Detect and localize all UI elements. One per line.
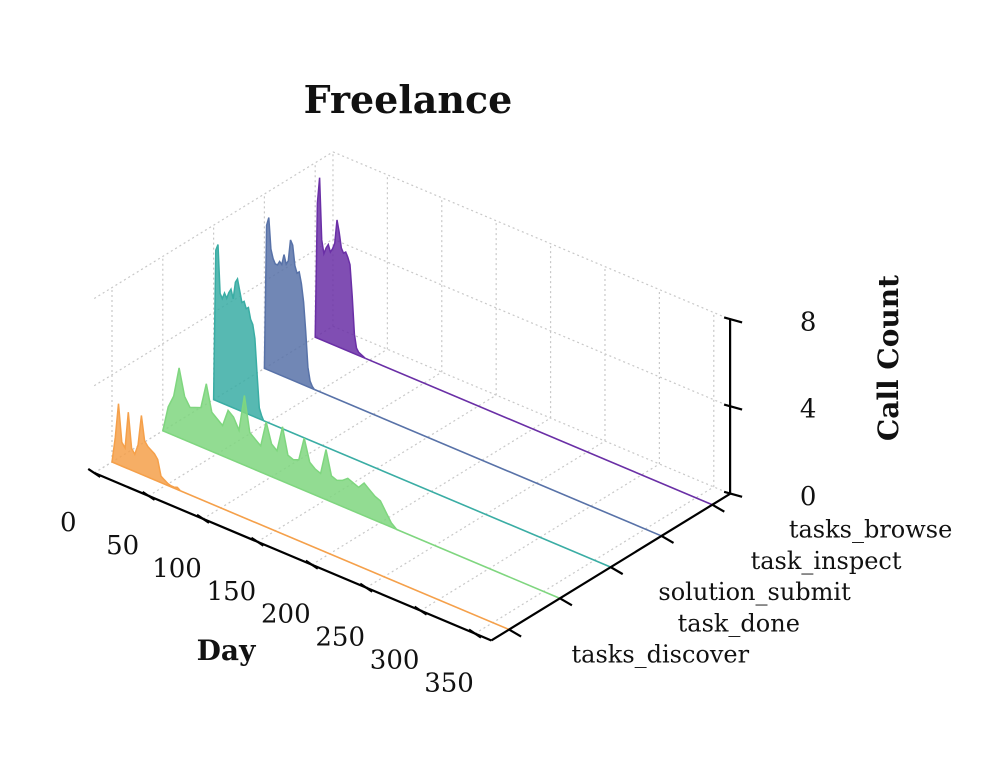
z-tick: [723, 403, 743, 411]
x-tick: [305, 559, 319, 570]
series-area-tasks_browse: [314, 177, 366, 360]
x-axis-label: Day: [197, 634, 256, 667]
x-tick-label: 250: [315, 623, 365, 653]
y-tick-label-tasks_discover: tasks_discover: [572, 641, 750, 669]
z-axis-label: Call Count: [872, 275, 905, 441]
series-baseline-tasks_discover: [180, 490, 510, 631]
grid-line-left-z: [93, 151, 334, 300]
y-tick-label-tasks_browse: tasks_browse: [789, 516, 952, 544]
series-baseline-solution_submit: [263, 419, 612, 568]
series-area-tasks_discover: [111, 403, 182, 492]
y-tick: [711, 503, 725, 513]
x-tick: [196, 513, 210, 524]
z-tick-label: 0: [800, 482, 817, 512]
x-tick-label: 50: [106, 531, 139, 561]
x-tick: [87, 468, 101, 478]
y-tick-label-solution_submit: solution_submit: [658, 578, 851, 606]
z-tick: [723, 316, 743, 324]
x-tick-label: 150: [207, 577, 257, 607]
x-tick: [359, 582, 373, 593]
x-tick-label: 350: [424, 669, 474, 699]
x-tick: [250, 536, 265, 547]
series-area-task_inspect: [263, 217, 316, 391]
x-tick-label: 0: [60, 508, 77, 538]
chart-title: Freelance: [304, 77, 513, 122]
series-area-solution_submit: [212, 244, 265, 422]
x-tick: [414, 605, 428, 616]
grid-line-left-z: [93, 238, 334, 387]
z-tick-label: 8: [800, 307, 817, 337]
y-tick: [559, 597, 573, 607]
y-tick-label-task_done: task_done: [678, 609, 800, 637]
x-tick-label: 100: [152, 554, 202, 584]
y-tick-label-task_inspect: task_inspect: [751, 547, 902, 575]
series-baseline-task_done: [396, 528, 561, 600]
grid-line-back-z: [332, 325, 731, 495]
series-baseline-task_inspect: [314, 388, 662, 537]
grid-line-back-z: [332, 151, 731, 320]
z-tick: [723, 490, 743, 498]
y-tick: [660, 534, 675, 544]
grid-line-back-z: [332, 238, 731, 408]
series-area-task_done: [161, 367, 399, 531]
x-tick: [142, 490, 156, 501]
y-tick: [610, 566, 624, 576]
x-tick: [468, 628, 482, 639]
x-tick-label: 300: [370, 646, 420, 676]
x-tick-label: 200: [261, 600, 311, 630]
series-layer: [111, 177, 713, 631]
series-baseline-tasks_browse: [364, 357, 713, 506]
y-tick: [508, 628, 522, 638]
z-tick-label: 4: [800, 395, 817, 425]
